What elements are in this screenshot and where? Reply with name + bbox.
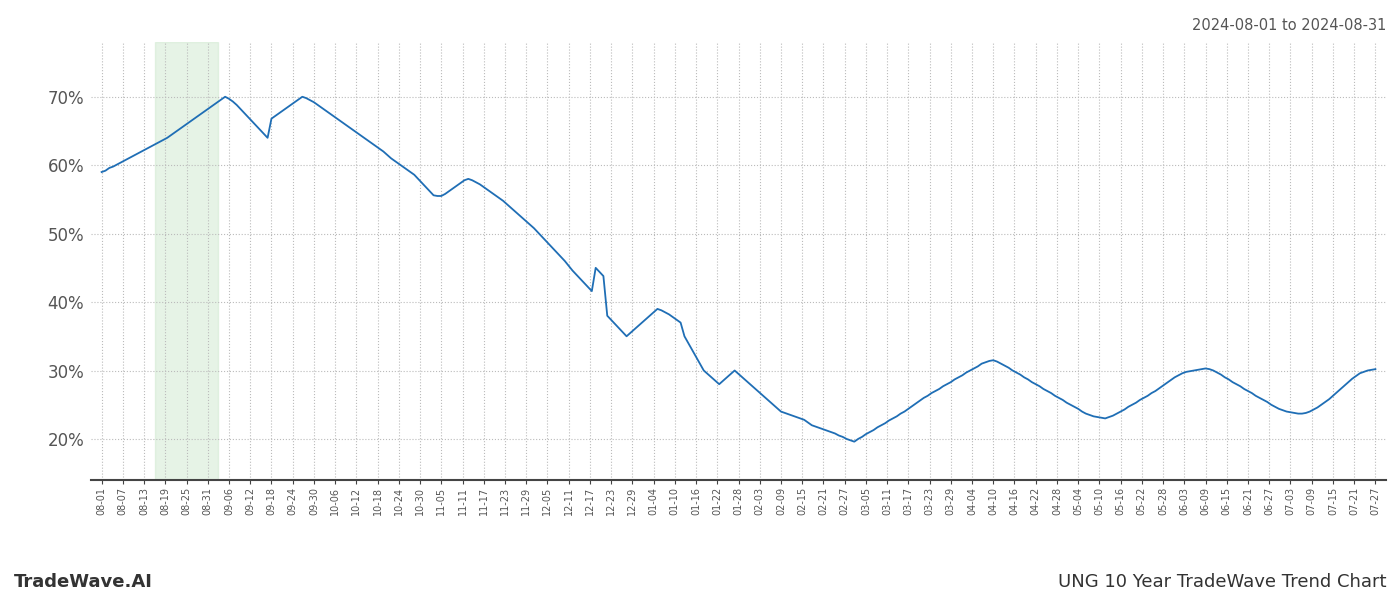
Text: TradeWave.AI: TradeWave.AI — [14, 573, 153, 591]
Text: UNG 10 Year TradeWave Trend Chart: UNG 10 Year TradeWave Trend Chart — [1057, 573, 1386, 591]
Text: 2024-08-01 to 2024-08-31: 2024-08-01 to 2024-08-31 — [1191, 18, 1386, 33]
Bar — [154, 42, 218, 480]
